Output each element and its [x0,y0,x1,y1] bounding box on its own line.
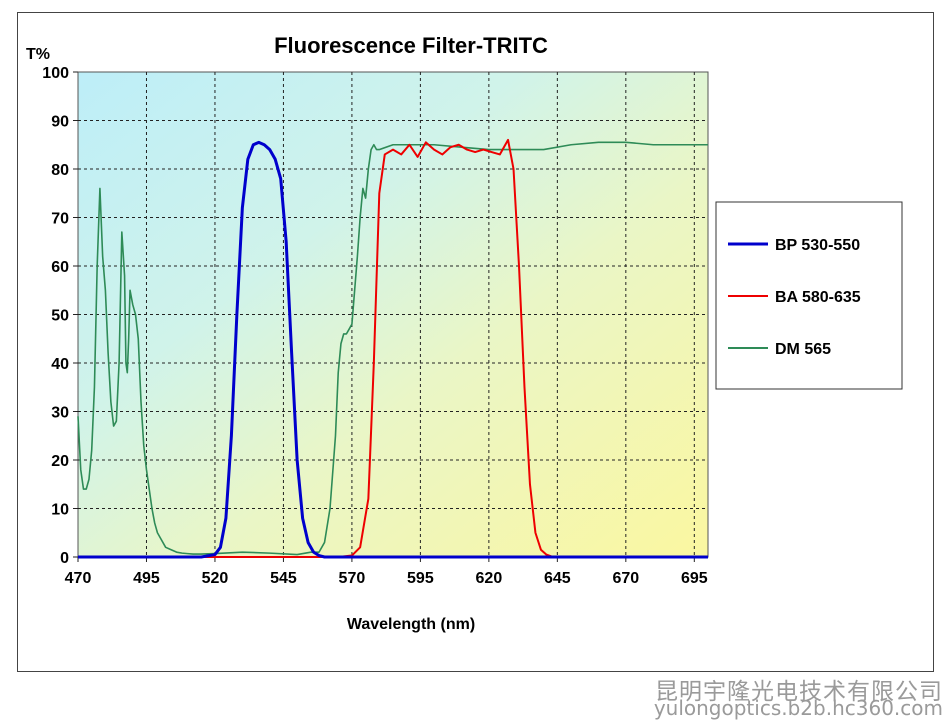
y-tick-label: 0 [60,550,69,567]
x-tick-label: 670 [612,570,639,587]
y-tick-label: 40 [51,356,69,373]
series-line-0 [78,140,708,559]
chart-svg: 0 10 20 30 40 50 60 70 80 90 100 470 495 520 545 570 595… [26,33,903,633]
chart-frame: 0 10 20 30 40 50 60 70 80 90 100 470 495 520 545 570 595… [17,12,934,672]
series-lines [77,138,708,559]
tick-labels: 0 10 20 30 40 50 60 70 80 90 100 470 495 520 545 570 595… [42,65,707,587]
legend-label: BA 580-635 [775,289,861,306]
y-axis-label: T% [26,46,50,63]
watermark-site-url: yulongoptics.b2b.hc360.com [653,696,943,720]
y-tick-label: 50 [51,308,69,325]
y-tick-label: 30 [51,405,69,422]
series-line-2 [77,141,708,556]
y-tick-label: 20 [51,453,69,470]
y-tick-label: 100 [42,65,69,82]
legend-items: BP 530-550 BA 580-635 DM 565 [728,237,861,358]
y-tick-label: 80 [51,162,69,179]
x-axis-label: Wavelength (nm) [347,616,475,633]
y-tick-label: 70 [51,211,69,228]
series-line-1 [78,138,708,558]
legend: BP 530-550 BA 580-635 DM 565 [715,201,903,390]
y-tick-label: 90 [51,114,69,131]
legend-label: BP 530-550 [775,237,860,254]
x-tick-label: 470 [65,570,92,587]
x-tick-label: 495 [133,570,160,587]
y-tick-label: 60 [51,259,69,276]
x-tick-label: 695 [681,570,708,587]
grid-lines [73,71,708,562]
x-tick-label: 620 [476,570,503,587]
x-tick-label: 545 [270,570,297,587]
y-tick-label: 10 [51,502,69,519]
x-tick-label: 520 [202,570,229,587]
x-tick-label: 570 [339,570,366,587]
chart-title: Fluorescence Filter-TRITC [274,33,548,58]
watermark-company-name: 昆明宇隆光电技术有限公司 [655,679,943,705]
legend-label: DM 565 [775,341,831,358]
x-tick-label: 595 [407,570,434,587]
x-tick-label: 645 [544,570,571,587]
